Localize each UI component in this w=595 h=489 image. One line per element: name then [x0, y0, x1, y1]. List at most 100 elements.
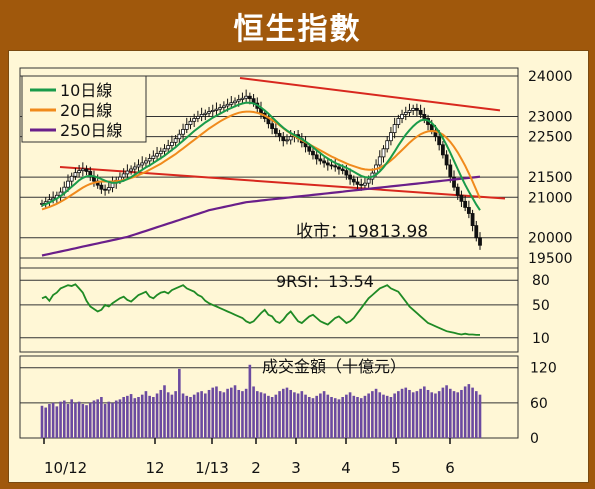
- volume-bar: [178, 368, 181, 438]
- volume-bar: [319, 393, 322, 438]
- volume-bar: [367, 393, 370, 438]
- price-tick-label: 21500: [528, 170, 573, 186]
- price-tick-label: 19500: [528, 251, 573, 267]
- volume-bar: [463, 386, 467, 438]
- candle-body: [166, 145, 171, 150]
- volume-bar: [270, 397, 274, 438]
- volume-bar: [140, 394, 144, 438]
- volume-bar: [211, 387, 215, 438]
- candle-body: [344, 170, 349, 176]
- price-tick-label: 20000: [528, 231, 573, 247]
- volume-bar: [356, 397, 359, 438]
- upper-trendline: [239, 77, 501, 112]
- candle-body: [337, 166, 341, 170]
- candle-body: [177, 133, 182, 140]
- candle-body: [214, 108, 219, 111]
- volume-tick-label: 0: [530, 431, 539, 447]
- volume-bar: [129, 394, 133, 438]
- candle-body: [325, 162, 330, 166]
- candle-body: [173, 138, 178, 143]
- volume-bar: [215, 386, 218, 438]
- candle-body: [440, 144, 445, 156]
- volume-bar: [326, 394, 330, 438]
- volume-bar: [300, 391, 304, 438]
- legend-label-2: 250日線: [60, 121, 123, 140]
- candle-body: [192, 118, 197, 122]
- volume-bar: [285, 387, 289, 438]
- candle-body: [307, 146, 312, 152]
- volume-bar: [222, 392, 226, 438]
- volume-bar: [304, 394, 307, 438]
- volume-bar: [263, 393, 267, 438]
- volume-bar: [467, 384, 471, 438]
- x-tick-label: 4: [341, 459, 351, 477]
- volume-bar: [274, 394, 278, 438]
- candle-body: [188, 120, 193, 125]
- volume-bar: [51, 402, 55, 438]
- candle-body: [318, 158, 323, 162]
- candle-body: [403, 112, 408, 115]
- candle-body: [225, 103, 230, 107]
- candle-body: [288, 136, 293, 141]
- volume-bar: [281, 388, 285, 438]
- candle-body: [455, 186, 460, 196]
- candle-body: [84, 168, 89, 172]
- volume-bar: [385, 395, 389, 438]
- volume-bar: [159, 389, 163, 438]
- volume-bar: [114, 400, 118, 438]
- volume-bar: [252, 386, 255, 438]
- candle-body: [80, 168, 85, 172]
- volume-bar: [293, 392, 296, 438]
- volume-bar: [382, 394, 385, 438]
- volume-tick-label: 60: [530, 396, 548, 412]
- volume-bar: [460, 389, 463, 438]
- volume-bar: [181, 393, 185, 438]
- candle-body: [170, 141, 174, 146]
- candle-body: [69, 175, 74, 182]
- candle-body: [340, 168, 345, 172]
- candle-body: [218, 107, 223, 110]
- candle-body: [452, 176, 456, 188]
- volume-bar: [59, 401, 62, 438]
- volume-bar: [144, 391, 148, 438]
- candle-body: [311, 150, 315, 156]
- title-bar: 恒生指數: [0, 0, 595, 50]
- volume-bar: [166, 392, 170, 438]
- volume-bar: [248, 364, 252, 438]
- volume-bar: [244, 388, 248, 438]
- volume-bar: [170, 394, 174, 438]
- candle-body: [322, 160, 327, 164]
- volume-bar: [174, 391, 177, 438]
- volume-bar: [111, 402, 114, 438]
- volume-bar: [341, 397, 344, 438]
- volume-bar: [196, 392, 200, 438]
- volume-tick-label: 120: [530, 361, 557, 377]
- volume-bar: [207, 389, 211, 438]
- volume-bar: [200, 391, 203, 438]
- volume-bar: [289, 389, 292, 438]
- candle-body: [132, 166, 137, 170]
- candle-body: [184, 124, 189, 130]
- volume-bar: [471, 387, 474, 438]
- candle-body: [73, 172, 78, 177]
- volume-bar: [155, 393, 159, 438]
- volume-bar: [118, 399, 122, 438]
- volume-bar: [337, 399, 341, 438]
- ma250-line: [41, 175, 481, 257]
- candle-body: [470, 213, 475, 227]
- volume-bar: [397, 391, 400, 438]
- candle-body: [233, 100, 237, 104]
- volume-bar: [307, 397, 311, 438]
- volume-bar: [296, 393, 300, 438]
- price-tick-label: 23000: [528, 109, 573, 125]
- volume-bar: [137, 397, 140, 438]
- volume-bar: [66, 404, 70, 438]
- candle-body: [203, 112, 208, 115]
- volume-bar: [40, 405, 44, 438]
- volume-bar: [400, 388, 404, 438]
- volume-bar: [237, 389, 241, 438]
- volume-bar: [133, 398, 137, 438]
- candle-body: [351, 178, 356, 183]
- volume-annotation: 成交金額（十億元）: [262, 357, 406, 376]
- candle-body: [422, 114, 427, 119]
